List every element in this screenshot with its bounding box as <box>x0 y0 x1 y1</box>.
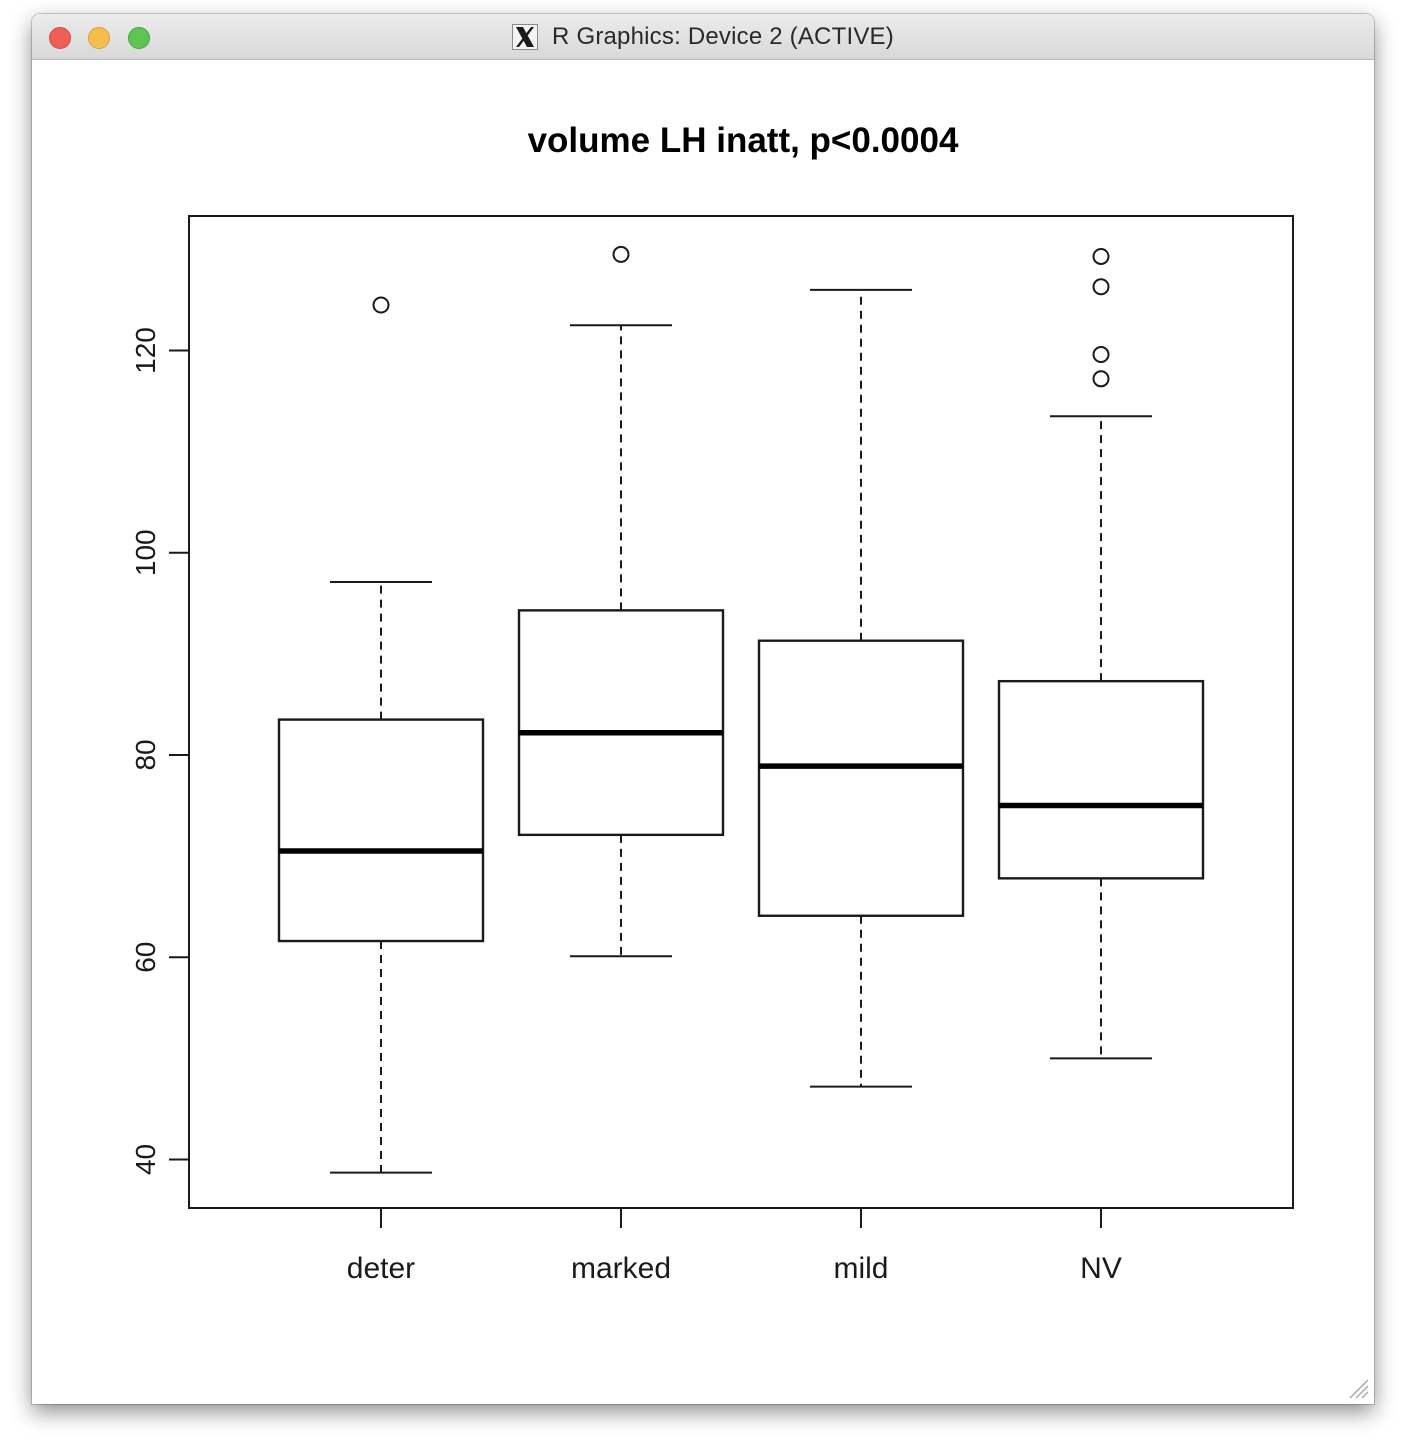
box-deter <box>277 718 485 943</box>
x-tick-label: NV <box>1080 1252 1122 1285</box>
outlier-point <box>1092 278 1110 296</box>
title-wrap: R Graphics: Device 2 (ACTIVE) <box>32 14 1374 60</box>
x11-icon <box>512 24 539 50</box>
outlier-point <box>1092 247 1110 265</box>
close-button[interactable] <box>49 27 71 49</box>
box-mild <box>757 639 965 917</box>
y-tick-label: 100 <box>130 529 161 576</box>
window-title: R Graphics: Device 2 (ACTIVE) <box>552 23 894 50</box>
x-tick-label: deter <box>347 1252 415 1285</box>
box-NV <box>997 679 1205 880</box>
plot-frame <box>188 215 1294 1209</box>
x-tick-label: mild <box>833 1252 888 1285</box>
outlier-point <box>1092 370 1110 388</box>
outlier-point <box>372 296 390 314</box>
y-tick-label: 60 <box>130 942 161 973</box>
y-tick-label: 40 <box>130 1144 161 1175</box>
r-graphics-window: R Graphics: Device 2 (ACTIVE) volume LH … <box>32 14 1374 1404</box>
outlier-point <box>1092 346 1110 364</box>
y-tick-label: 80 <box>130 739 161 770</box>
outlier-point <box>612 245 630 263</box>
x-tick-label: marked <box>571 1252 671 1285</box>
boxplot-chart: volume LH inatt, p<0.0004 40 60 80 100 120 det… <box>130 121 1294 1285</box>
chart-title: volume LH inatt, p<0.0004 <box>528 121 959 160</box>
resize-grip-icon[interactable] <box>1344 1374 1370 1400</box>
zoom-button[interactable] <box>128 27 150 49</box>
y-tick-label: 120 <box>130 327 161 374</box>
title-bar[interactable]: R Graphics: Device 2 (ACTIVE) <box>32 14 1374 60</box>
box-marked <box>517 609 725 837</box>
minimize-button[interactable] <box>88 27 110 49</box>
